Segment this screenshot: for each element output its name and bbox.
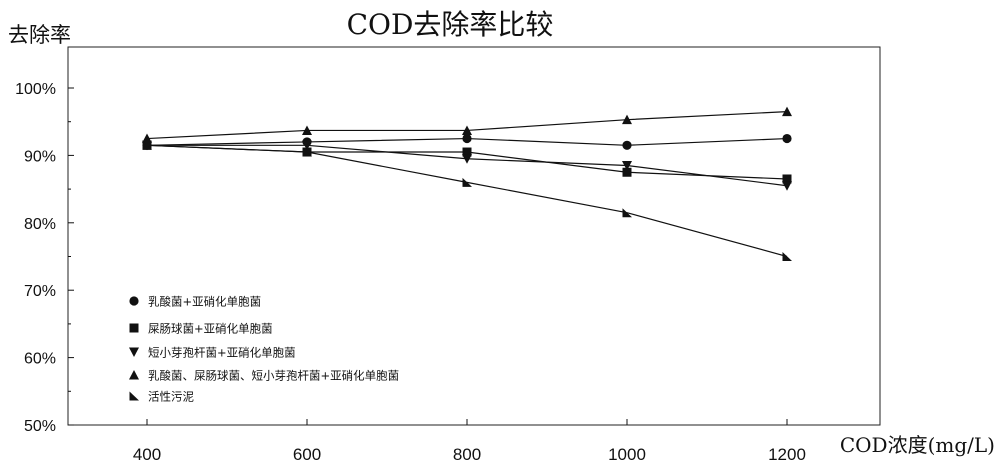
x-tick-label: 800 [453,445,481,464]
y-tick-label: 80% [24,216,56,233]
x-tick-label: 1000 [608,445,646,464]
x-tick-label: 600 [293,445,321,464]
legend-label-5: 活性污泥 [148,390,194,404]
series-3-point [462,154,472,164]
series-2-point [622,167,632,177]
y-tick-label: 50% [24,418,56,435]
x-tick-label: 1200 [768,445,806,464]
legend-label-4: 乳酸菌、屎肠球菌、短小芽孢杆菌+亚硝化单胞菌 [148,369,399,383]
series-3-point [782,181,792,191]
legend-marker-1 [129,296,139,306]
legend-marker-3 [129,347,139,357]
legend: 乳酸菌+亚硝化单胞菌屎肠球菌+亚硝化单胞菌短小芽孢杆菌+亚硝化单胞菌乳酸菌、屎肠… [129,295,399,404]
series-3-point [622,161,632,171]
series-3-point [302,140,312,151]
legend-label-1: 乳酸菌+亚硝化单胞菌 [148,295,261,309]
series-1-point [782,133,792,144]
y-axis-label: 去除率 [8,23,71,47]
y-tick-label: 90% [24,148,56,165]
chart-title: COD去除率比较 [347,8,554,41]
legend-marker-4 [129,370,139,380]
series-2-point [782,174,792,184]
series-1-point [622,140,632,150]
series-5-point [142,140,152,150]
series-2-point [462,147,472,157]
legend-label-3: 短小芽孢杆菌+亚硝化单胞菌 [148,346,296,360]
series-1-point [462,133,472,144]
series-5-point [622,208,632,218]
legend-label-2: 屎肠球菌+亚硝化单胞菌 [148,322,273,336]
y-tick-label: 100% [15,81,56,98]
series-5-point [782,252,792,261]
axes: 50% 60% 70% 80% 90% 100% 400 600 800 1000 1200 [15,81,806,464]
series-4-point [462,125,472,135]
series-5-point [302,147,312,157]
series-markers [142,106,792,261]
series-4-point [142,133,152,144]
plot-frame [67,46,881,426]
legend-marker-5 [129,391,139,401]
x-tick-label: 400 [133,445,161,464]
series-4-point [302,125,312,135]
legend-marker-2 [129,323,139,333]
x-axis-label: COD浓度(mg/L) [840,433,995,457]
series-5-point [462,177,472,187]
series-4-point [622,114,632,125]
y-tick-label: 70% [24,283,56,300]
series-4-point [782,106,792,117]
y-tick-label: 60% [24,351,56,368]
